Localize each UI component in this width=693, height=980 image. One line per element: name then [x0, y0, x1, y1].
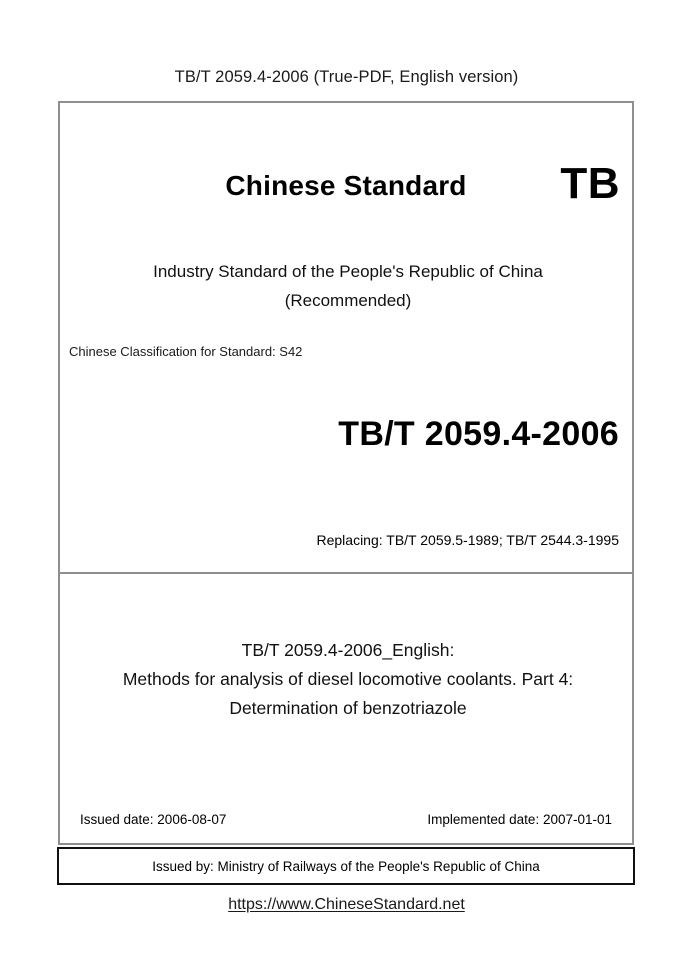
standard-number: TB/T 2059.4-2006 — [338, 415, 619, 453]
footer-url: https://www.ChineseStandard.net — [0, 894, 693, 916]
issuer-bar: Issued by: Ministry of Railways of the P… — [57, 847, 635, 885]
replacing-standards: Replacing: TB/T 2059.5-1989; TB/T 2544.3… — [316, 532, 619, 548]
document-header-line: TB/T 2059.4-2006 (True-PDF, English vers… — [174, 68, 519, 86]
cover-upper-section: Chinese Standard TB Industry Standard of… — [60, 103, 632, 574]
industry-standard-block: Industry Standard of the People's Republ… — [78, 257, 618, 315]
document-title-line-2: Methods for analysis of diesel locomotiv… — [122, 669, 574, 689]
issued-date: Issued date: 2006-08-07 — [80, 812, 227, 827]
dates-row: Issued date: 2006-08-07 Implemented date… — [80, 810, 612, 830]
standard-title-row: Chinese Standard TB — [60, 157, 632, 219]
document-title-line-1: TB/T 2059.4-2006_English: — [241, 640, 455, 660]
cover-lower-section: TB/T 2059.4-2006_English: Methods for an… — [60, 574, 632, 845]
implemented-date: Implemented date: 2007-01-01 — [427, 812, 612, 827]
document-title-line-3: Determination of benzotriazole — [229, 698, 467, 718]
document-title-block: TB/T 2059.4-2006_English: Methods for an… — [82, 636, 614, 723]
issuer-text: Issued by: Ministry of Railways of the P… — [152, 858, 540, 874]
industry-standard-line-1: Industry Standard of the People's Republ… — [153, 262, 543, 281]
classification-code: Chinese Classification for Standard: S42 — [69, 344, 303, 359]
industry-standard-line-2: (Recommended) — [284, 291, 412, 310]
website-link[interactable]: https://www.ChineseStandard.net — [228, 896, 465, 913]
cover-box: Chinese Standard TB Industry Standard of… — [58, 101, 634, 845]
page-title: Chinese Standard — [225, 170, 467, 201]
tb-logo: TB — [560, 159, 620, 208]
